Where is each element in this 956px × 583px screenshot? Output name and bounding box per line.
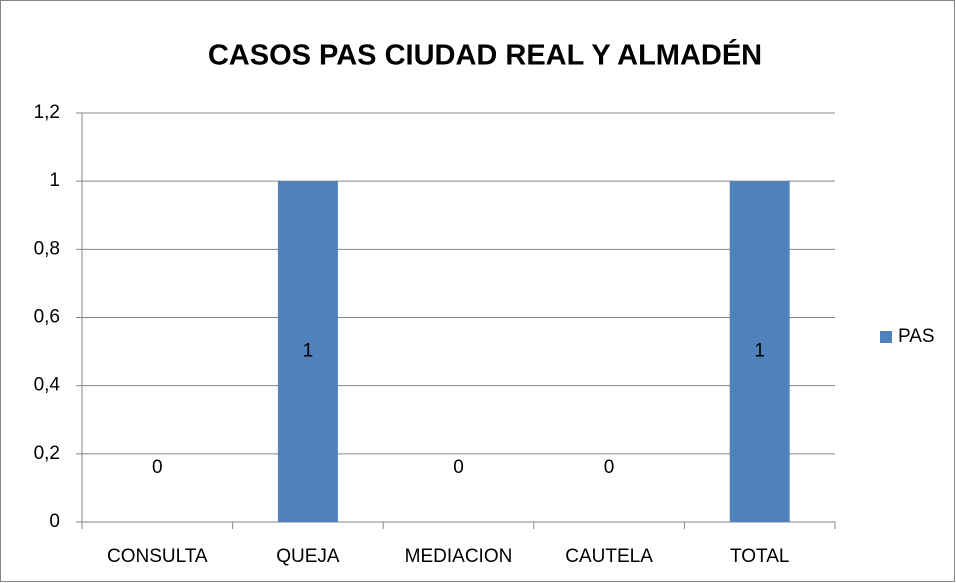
legend-label: PAS [898,326,935,347]
legend-swatch [880,331,892,343]
data-label: 0 [152,457,163,478]
y-tick-label: 0,2 [34,443,60,464]
data-label: 1 [754,341,765,362]
data-label: 1 [303,341,314,362]
data-label: 0 [453,457,464,478]
bar [729,181,790,522]
y-tick-label: 0,8 [34,238,60,259]
x-tick-label: CONSULTA [107,546,208,567]
x-tick-label: MEDIACION [405,546,513,567]
y-tick-label: 0,4 [34,375,61,396]
y-tick-label: 0 [49,511,60,532]
y-tick-label: 1,2 [34,102,60,123]
x-tick-label: TOTAL [730,546,789,567]
x-tick-label: CAUTELA [565,546,653,567]
data-label: 0 [604,457,615,478]
chart-title: CASOS PAS CIUDAD REAL Y ALMADÉN [208,38,762,72]
bar [277,181,338,522]
x-tick-label: QUEJA [276,546,340,567]
y-tick-label: 1 [49,170,60,191]
y-tick-label: 0,6 [34,307,60,328]
